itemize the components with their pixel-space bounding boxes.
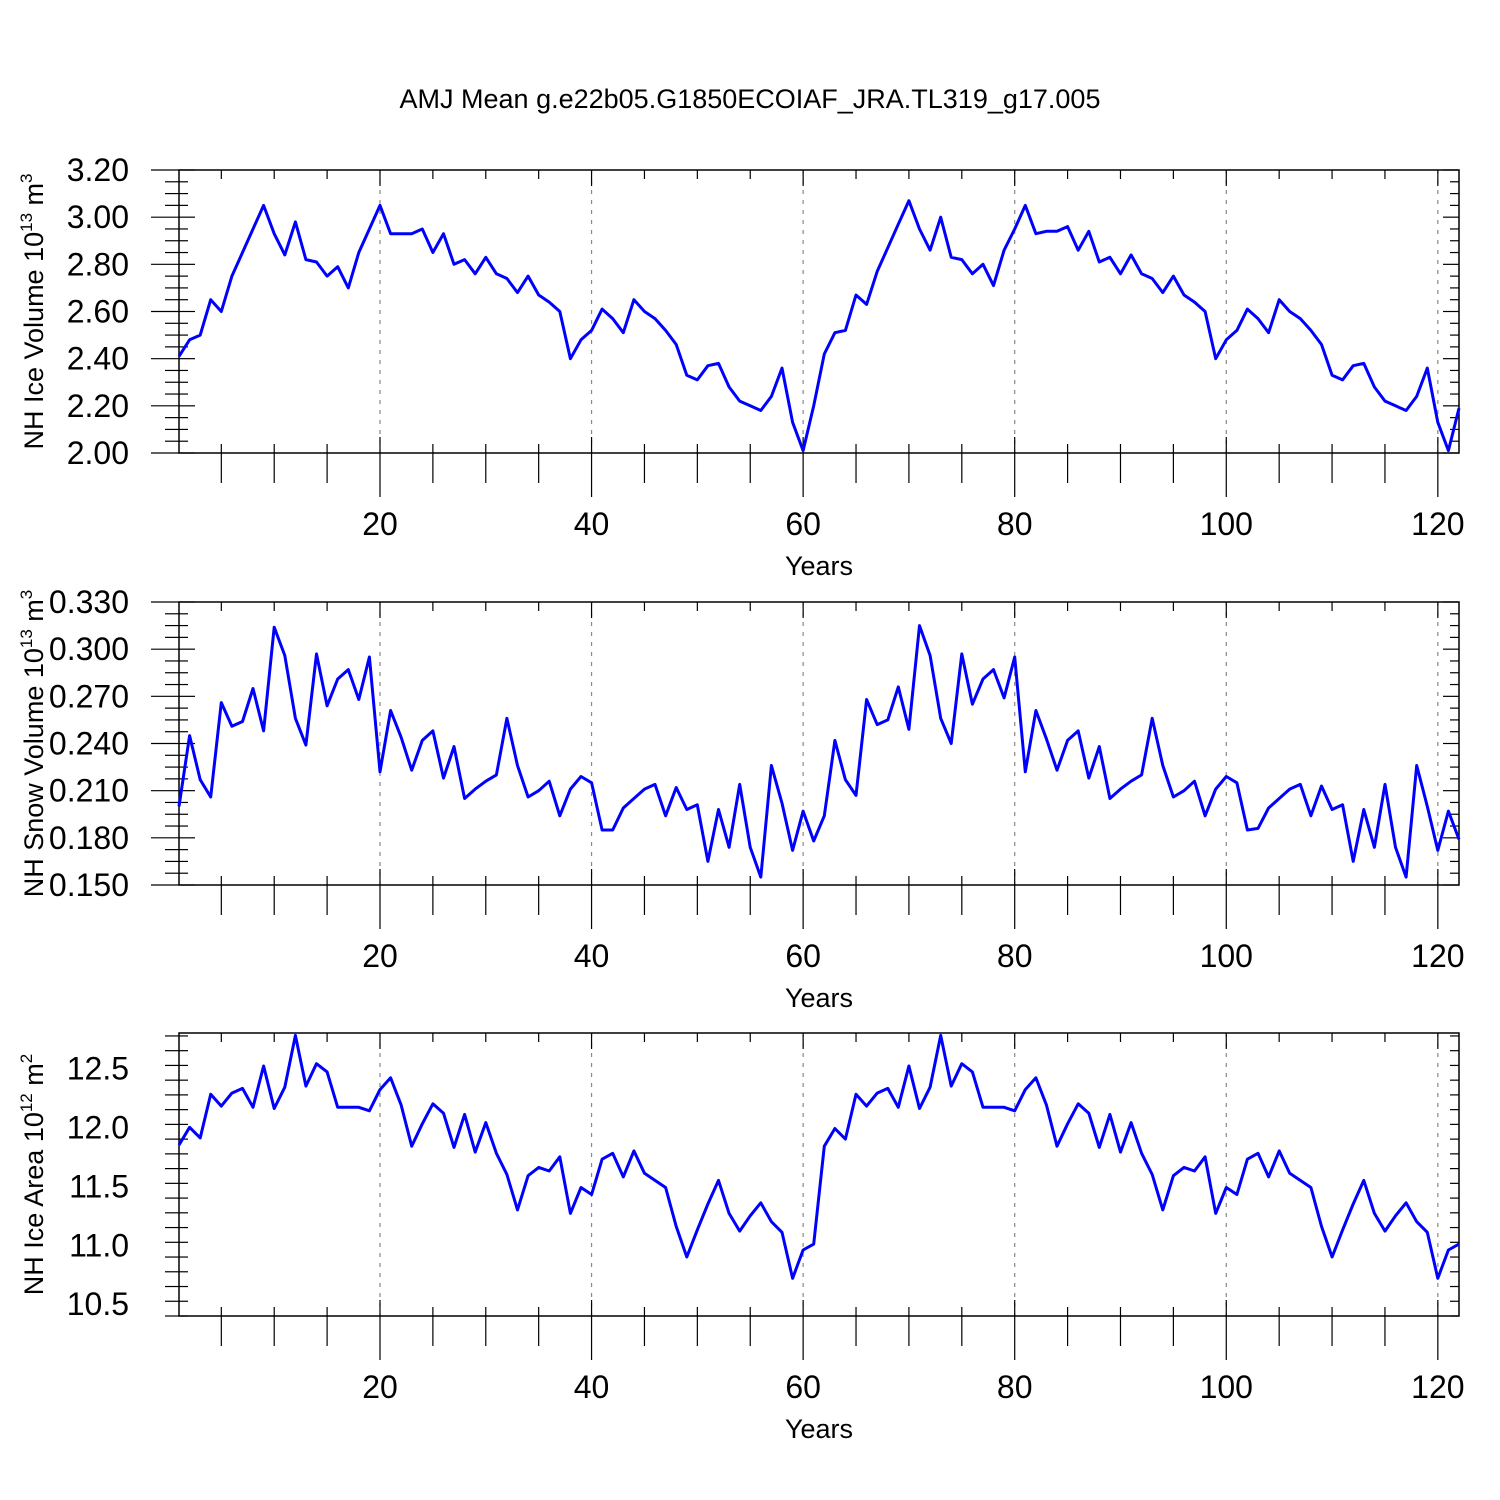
y-tick-label: 2.80 <box>67 246 129 282</box>
x-tick-label: 120 <box>1411 506 1464 542</box>
plot-frame <box>178 169 1460 454</box>
panel-snow-volume: 0.150 0.180 0.210 0.240 0.270 0.300 0.330 20 40 6… <box>17 584 1465 1013</box>
x-axis-label: Years <box>785 1414 853 1444</box>
x-tick-label: 100 <box>1200 1369 1253 1405</box>
x-axis-label: Years <box>785 551 853 581</box>
x-tick-label: 120 <box>1411 1369 1464 1405</box>
series-line-ice-area <box>177 1033 1460 1280</box>
y-tick-label: 0.300 <box>49 631 129 667</box>
figure-title: AMJ Mean g.e22b05.G1850ECOIAF_JRA.TL319_… <box>400 84 1101 114</box>
y-tick-label: 0.150 <box>49 867 129 903</box>
y-tick-label: 2.60 <box>67 294 129 330</box>
y-tick-label: 12.5 <box>67 1050 129 1086</box>
y-tick-label: 0.180 <box>49 820 129 856</box>
x-axis-label: Years <box>785 983 853 1013</box>
y-tick-label: 10.5 <box>67 1286 129 1322</box>
series-line-snow-volume <box>177 624 1461 879</box>
panel-ice-area: 10.5 11.0 11.5 12.0 12.5 20 40 60 80 100 120 Years N… <box>17 1032 1465 1444</box>
x-tick-label: 100 <box>1200 506 1253 542</box>
y-tick-label: 2.20 <box>67 388 129 424</box>
x-tick-label: 40 <box>574 1369 610 1405</box>
y-tick-label: 11.0 <box>69 1227 129 1263</box>
x-tick-label: 20 <box>362 506 398 542</box>
x-tick-label: 80 <box>997 1369 1033 1405</box>
y-tick-label: 3.20 <box>67 152 129 188</box>
x-tick-label: 60 <box>785 938 821 974</box>
y-tick-label: 3.00 <box>67 199 129 235</box>
y-tick-label: 11.5 <box>69 1168 129 1204</box>
y-tick-label: 0.240 <box>49 726 129 762</box>
series-line-ice-volume <box>177 199 1461 453</box>
panel-ice-volume: 2.00 2.20 2.40 2.60 2.80 3.00 3.20 20 40 60 80 100 1… <box>17 152 1465 581</box>
y-tick-label: 2.40 <box>67 341 129 377</box>
plot-frame <box>178 601 1460 886</box>
y-axis-label: NH Ice Area 1012 m2 <box>17 1054 49 1295</box>
x-tick-label: 80 <box>997 938 1033 974</box>
y-tick-label: 12.0 <box>67 1109 129 1145</box>
plot-frame <box>178 1032 1460 1317</box>
x-tick-label: 40 <box>574 938 610 974</box>
x-tick-label: 120 <box>1411 938 1464 974</box>
x-tick-label: 40 <box>574 506 610 542</box>
y-tick-label: 0.270 <box>49 678 129 714</box>
x-tick-label: 60 <box>785 506 821 542</box>
y-axis-label: NH Snow Volume 1013 m3 <box>17 590 49 898</box>
x-tick-label: 20 <box>362 1369 398 1405</box>
y-tick-label: 0.330 <box>49 584 129 620</box>
x-tick-label: 80 <box>997 506 1033 542</box>
x-tick-label: 60 <box>785 1369 821 1405</box>
y-axis-label: NH Ice Volume 1013 m3 <box>17 174 49 450</box>
y-tick-label: 0.210 <box>49 773 129 809</box>
x-tick-label: 20 <box>362 938 398 974</box>
x-tick-label: 100 <box>1200 938 1253 974</box>
y-tick-label: 2.00 <box>67 435 129 471</box>
